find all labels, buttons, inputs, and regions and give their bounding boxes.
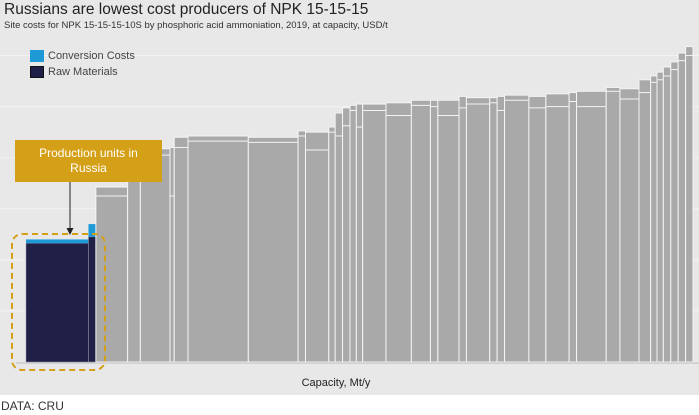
bar-other-20 [437, 99, 460, 363]
bar-other-11 [328, 126, 336, 363]
bar-other-29 [576, 90, 607, 363]
legend-label-conversion: Conversion Costs [48, 49, 135, 62]
bar-other-27 [545, 93, 570, 363]
bar-raw-0 [25, 242, 89, 363]
bar-other-2 [95, 186, 129, 363]
annotation-callout: Production units in Russia [15, 140, 162, 182]
legend-item-raw: Raw Materials [30, 64, 135, 79]
bar-other-14 [349, 104, 357, 363]
legend: Conversion Costs Raw Materials [30, 48, 135, 80]
bar-other-17 [385, 102, 412, 363]
chart-title: Russians are lowest cost producers of NP… [4, 1, 369, 18]
bar-other-6 [173, 136, 189, 363]
bar-other-30 [605, 86, 621, 363]
bar-other-33 [650, 75, 658, 363]
bar-other-22 [465, 97, 491, 363]
bar-other-32 [638, 79, 652, 363]
bar-other-12 [334, 112, 344, 363]
bar-other-31 [619, 88, 640, 363]
bar-other-24 [496, 95, 506, 363]
bar-conversion-1 [88, 224, 96, 237]
bar-other-15 [355, 103, 364, 363]
x-axis-label: Capacity, Mt/y [302, 377, 371, 389]
bar-conversion-0 [26, 239, 89, 244]
legend-swatch-raw [30, 65, 44, 78]
bar-other-26 [528, 95, 547, 363]
bar-other-19 [429, 99, 439, 363]
legend-item-conversion: Conversion Costs [30, 48, 135, 63]
chart-plot: Capacity, Mt/y [11, 46, 699, 389]
callout-arrow-head [66, 228, 74, 235]
bar-other-10 [305, 131, 330, 363]
bar-other-23 [489, 97, 498, 363]
legend-label-raw: Raw Materials [48, 65, 118, 78]
bar-other-16 [362, 103, 387, 363]
bar-other-3 [127, 173, 141, 363]
bar-other-28 [568, 92, 578, 363]
bar-raw-1 [88, 236, 97, 363]
legend-swatch-conversion [30, 49, 44, 62]
bar-other-36 [670, 61, 679, 363]
bar-other-18 [410, 99, 431, 363]
bar-other-35 [662, 66, 672, 363]
bar-other-21 [458, 95, 467, 363]
bar-other-13 [342, 107, 351, 363]
bar-other-34 [656, 71, 664, 363]
bar-other-25 [504, 94, 530, 363]
chart-subtitle: Site costs for NPK 15-15-15-10S by phosp… [4, 20, 388, 31]
bar-other-37 [677, 52, 687, 363]
bar-other-38 [685, 46, 694, 363]
bar-other-7 [187, 135, 249, 363]
source-note: DATA: CRU [1, 399, 64, 413]
bar-other-8 [247, 136, 299, 363]
bar-other-5 [169, 146, 175, 363]
bar-other-9 [297, 130, 307, 363]
